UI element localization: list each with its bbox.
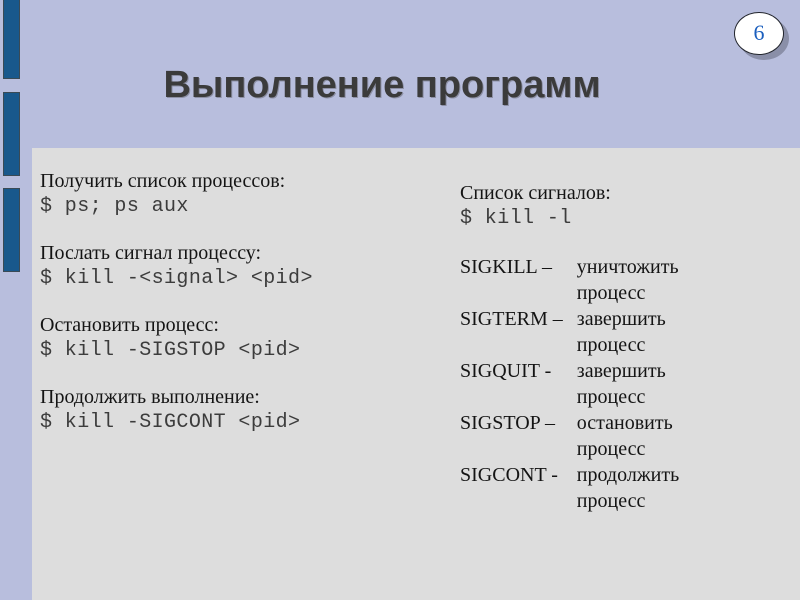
decorative-bar-bottom bbox=[3, 188, 20, 272]
command-caption: Остановить процесс: bbox=[40, 314, 219, 336]
signal-description: уничтожить процесс bbox=[576, 256, 679, 304]
command-caption: Продолжить выполнение: bbox=[40, 386, 260, 408]
table-row: SIGQUIT - завершить процесс bbox=[460, 358, 679, 410]
table-row: SIGCONT - продолжить процесс bbox=[460, 462, 679, 514]
command-line: $ ps; ps aux bbox=[40, 195, 189, 218]
table-row: SIGTERM – завершить процесс bbox=[460, 306, 679, 358]
signal-name: SIGKILL – bbox=[460, 256, 553, 278]
signal-name: SIGTERM – bbox=[460, 308, 563, 330]
badge-ellipse: 6 bbox=[734, 12, 784, 55]
decorative-bar-top bbox=[3, 0, 20, 79]
signal-list-block: Список сигналов: $ kill -l bbox=[460, 180, 790, 232]
signal-list-caption: Список сигналов: bbox=[460, 182, 611, 204]
command-line: $ kill -SIGCONT <pid> bbox=[40, 411, 301, 434]
command-caption: Послать сигнал процессу: bbox=[40, 242, 262, 264]
decorative-bar-middle bbox=[3, 92, 20, 176]
content-columns: Получить список процессов: $ ps; ps aux … bbox=[32, 148, 800, 600]
content-panel: Получить список процессов: $ ps; ps aux … bbox=[32, 148, 800, 600]
signal-description: остановить процесс bbox=[576, 412, 673, 460]
command-block: Получить список процессов: $ ps; ps aux bbox=[40, 168, 440, 220]
left-column: Получить список процессов: $ ps; ps aux … bbox=[40, 168, 440, 436]
signal-name: SIGSTOP – bbox=[460, 412, 556, 434]
command-block: Послать сигнал процессу: $ kill -<signal… bbox=[40, 240, 440, 292]
command-block: Остановить процесс: $ kill -SIGSTOP <pid… bbox=[40, 312, 440, 364]
slide-number-badge: 6 bbox=[734, 12, 790, 60]
right-column: Список сигналов: $ kill -l SIGKILL – уни… bbox=[460, 180, 790, 514]
signal-list-command: $ kill -l bbox=[460, 207, 572, 230]
signal-table: SIGKILL – уничтожить процесс SIGTERM – з… bbox=[460, 254, 679, 514]
command-line: $ kill -SIGSTOP <pid> bbox=[40, 339, 301, 362]
signal-description: продолжить процесс bbox=[576, 464, 680, 512]
command-caption: Получить список процессов: bbox=[40, 170, 286, 192]
signal-name: SIGCONT - bbox=[460, 464, 558, 486]
command-block: Продолжить выполнение: $ kill -SIGCONT <… bbox=[40, 384, 440, 436]
signal-name: SIGQUIT - bbox=[460, 360, 552, 382]
command-line: $ kill -<signal> <pid> bbox=[40, 267, 313, 290]
table-row: SIGSTOP – остановить процесс bbox=[460, 410, 679, 462]
signal-description: завершить процесс bbox=[576, 308, 666, 356]
page-title: Выполнение программ bbox=[163, 64, 601, 106]
table-row: SIGKILL – уничтожить процесс bbox=[460, 254, 679, 306]
signal-description: завершить процесс bbox=[576, 360, 666, 408]
slide-number: 6 bbox=[753, 19, 765, 45]
